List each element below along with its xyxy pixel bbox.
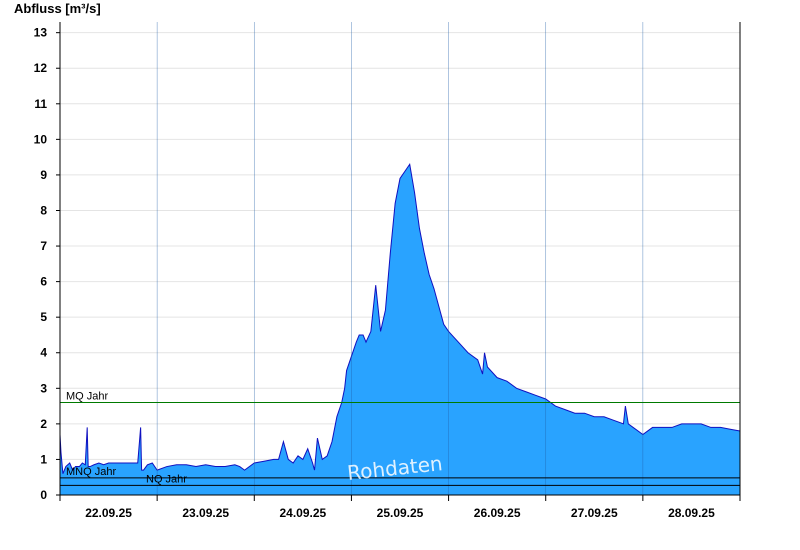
x-tick-label: 27.09.25 — [571, 506, 618, 520]
reference-line-label: MNQ Jahr — [66, 466, 116, 478]
x-tick-label: 25.09.25 — [377, 506, 424, 520]
y-tick-label: 1 — [40, 452, 47, 466]
x-tick-label: 26.09.25 — [474, 506, 521, 520]
x-tick-labels: 22.09.25 23.09.25 24.09.25 25.09.25 26.09.25… — [59, 495, 741, 520]
reference-line-label: NQ Jahr — [146, 473, 187, 485]
y-tick-label: 2 — [40, 417, 47, 431]
y-tick-label: 5 — [40, 310, 47, 324]
discharge-area — [59, 22, 741, 495]
x-tick-label: 22.09.25 — [85, 506, 132, 520]
y-tick-label: 7 — [40, 239, 47, 253]
y-tick-label: 4 — [40, 346, 47, 360]
y-tick-label: 9 — [40, 168, 47, 182]
y-tick-label: 12 — [34, 61, 48, 75]
x-tick-label: 24.09.25 — [279, 506, 326, 520]
discharge-area-fill — [60, 164, 740, 495]
reference-lines: MQ Jahr MNQ Jahr NQ Jahr — [60, 391, 740, 486]
reference-line-label: MQ Jahr — [66, 391, 109, 403]
y-tick-label: 11 — [34, 97, 47, 111]
y-tick-label: 13 — [34, 26, 48, 40]
x-tick-label: 28.09.25 — [668, 506, 715, 520]
axes — [59, 22, 741, 496]
y-tick-label: 10 — [34, 132, 48, 146]
y-tick-label: 6 — [40, 275, 47, 289]
y-tick-label: 8 — [40, 203, 47, 217]
y-tick-label: 3 — [40, 381, 47, 395]
y-axis-label: Abfluss [m³/s] — [14, 1, 101, 16]
y-tick-label: 0 — [40, 488, 47, 502]
x-tick-label: 23.09.25 — [182, 506, 229, 520]
